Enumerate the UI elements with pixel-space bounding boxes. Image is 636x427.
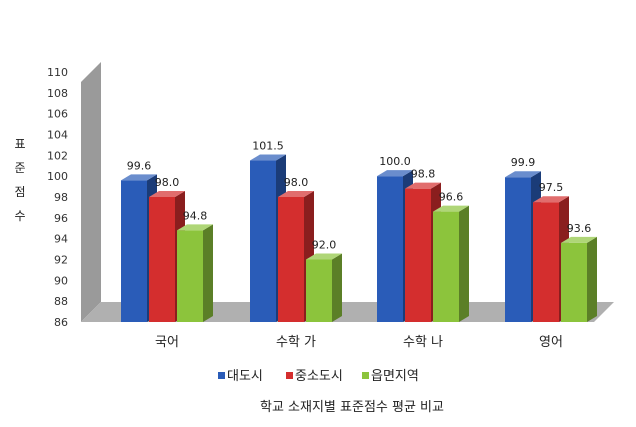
- y-tick-label: 108: [47, 87, 68, 100]
- legend-item: 읍면지역: [362, 369, 419, 384]
- y-tick-label: 110: [47, 66, 68, 79]
- legend: 대도시 중소도시 읍면지역: [218, 369, 419, 384]
- legend-label: 중소도시: [295, 369, 343, 384]
- data-label: 92.0: [312, 239, 337, 252]
- y-axis-title: 표 준 점 수: [14, 137, 25, 223]
- chart-caption: 학교 소재지별 표준점수 평균 비교: [260, 400, 444, 415]
- bar-top: [405, 182, 441, 189]
- y-tick-label: 102: [47, 149, 68, 162]
- bar-top: [250, 154, 286, 161]
- x-tick-label: 수학 가: [276, 335, 316, 350]
- data-label: 98.0: [284, 176, 309, 189]
- bar-top: [278, 191, 314, 197]
- y-tick-label: 94: [54, 233, 68, 246]
- y-tick-label: 86: [54, 316, 68, 329]
- bar-front: [306, 259, 332, 322]
- bar-side: [332, 253, 342, 322]
- bar-front: [149, 197, 175, 322]
- bar-front: [377, 176, 403, 322]
- legend-item: 대도시: [218, 369, 263, 384]
- y-axis-title-char: 점: [14, 185, 25, 199]
- y-tick-label: 88: [54, 295, 68, 308]
- legend-swatch: [362, 372, 369, 379]
- bars: 99.698.094.8101.598.092.0100.098.896.699…: [121, 140, 597, 322]
- bar-side: [587, 236, 597, 322]
- data-label: 99.9: [511, 156, 536, 169]
- bar-top: [149, 191, 185, 197]
- y-tick-label: 100: [47, 170, 68, 183]
- bar-front: [250, 160, 276, 322]
- bar-front: [177, 230, 203, 322]
- bar-top: [377, 170, 413, 177]
- bar-side: [203, 224, 213, 322]
- bar-side: [459, 205, 469, 322]
- bar-front: [561, 242, 587, 322]
- bar-front: [278, 197, 304, 322]
- y-axis-title-char: 준: [14, 161, 25, 175]
- x-axis: 국어 수학 가 수학 나 영어: [155, 335, 563, 350]
- legend-label: 읍면지역: [371, 369, 419, 384]
- legend-swatch: [218, 372, 225, 379]
- y-axis-title-char: 수: [14, 209, 25, 223]
- x-tick-label: 영어: [539, 335, 563, 350]
- bar-top: [433, 205, 469, 212]
- data-label: 97.5: [539, 181, 564, 194]
- y-tick-label: 104: [47, 129, 68, 142]
- bar-top: [561, 236, 597, 243]
- bar-front: [433, 211, 459, 322]
- x-tick-label: 수학 나: [403, 335, 443, 350]
- bar: [177, 224, 213, 322]
- bar-top: [177, 224, 213, 231]
- bar: [149, 191, 185, 322]
- bar: [278, 191, 314, 322]
- y-tick-label: 90: [54, 274, 68, 287]
- data-label: 99.6: [127, 159, 152, 172]
- bar-front: [505, 177, 531, 322]
- data-label: 94.8: [183, 209, 208, 222]
- legend-label: 대도시: [227, 369, 263, 384]
- bar-top: [306, 253, 342, 260]
- data-label: 98.8: [411, 168, 436, 181]
- y-axis-title-char: 표: [14, 137, 25, 151]
- data-label: 100.0: [379, 155, 411, 168]
- data-label: 101.5: [252, 140, 284, 153]
- floor: [81, 302, 614, 322]
- bar: [561, 236, 597, 322]
- data-label: 98.0: [155, 176, 180, 189]
- y-tick-label: 92: [54, 254, 68, 267]
- bar-front: [121, 180, 147, 322]
- y-tick-label: 96: [54, 212, 68, 225]
- legend-swatch: [286, 372, 293, 379]
- y-tick-label: 106: [47, 108, 68, 121]
- bar-front: [405, 188, 431, 322]
- y-tick-label: 98: [54, 191, 68, 204]
- bar: [433, 205, 469, 322]
- bar: [306, 253, 342, 322]
- data-label: 93.6: [567, 222, 592, 235]
- back-wall: [81, 62, 101, 322]
- y-axis: 86 88 90 92 94 96 98 100 102 104 106 108 110: [47, 66, 68, 329]
- x-tick-label: 국어: [155, 335, 179, 350]
- data-label: 96.6: [439, 191, 464, 204]
- legend-item: 중소도시: [286, 369, 343, 384]
- bar-top: [505, 171, 541, 178]
- bar-front: [533, 202, 559, 322]
- bar-top: [533, 196, 569, 203]
- bar-top: [121, 174, 157, 181]
